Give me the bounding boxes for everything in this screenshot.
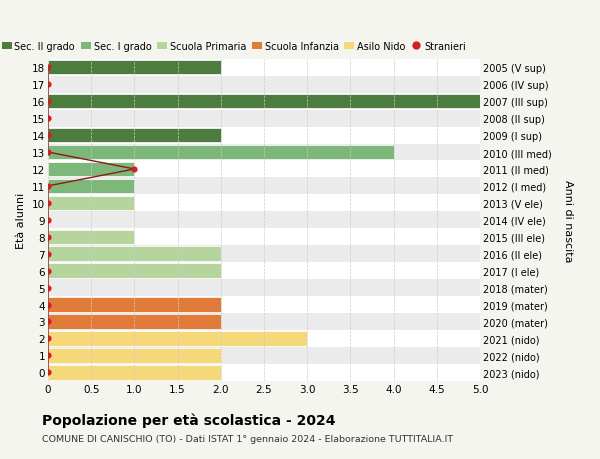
Bar [48, 195, 480, 212]
Bar [48, 364, 480, 381]
Point [43, 132, 53, 140]
Bar [48, 61, 221, 75]
Point [130, 166, 139, 173]
Point [43, 352, 53, 359]
Bar [48, 230, 134, 244]
Bar [48, 297, 480, 313]
Bar [48, 129, 221, 143]
Bar [48, 212, 480, 229]
Bar [48, 196, 134, 211]
Point [43, 284, 53, 291]
Bar [48, 280, 480, 297]
Point [43, 64, 53, 72]
Text: COMUNE DI CANISCHIO (TO) - Dati ISTAT 1° gennaio 2024 - Elaborazione TUTTITALIA.: COMUNE DI CANISCHIO (TO) - Dati ISTAT 1°… [42, 434, 453, 443]
Bar [48, 263, 480, 280]
Bar [48, 347, 480, 364]
Bar [48, 348, 221, 363]
Point [43, 268, 53, 275]
Bar [48, 146, 394, 160]
Point [43, 217, 53, 224]
Text: Popolazione per età scolastica - 2024: Popolazione per età scolastica - 2024 [42, 413, 335, 428]
Y-axis label: Anni di nascita: Anni di nascita [563, 179, 572, 262]
Bar [48, 94, 480, 111]
Bar [48, 313, 480, 330]
Point [43, 200, 53, 207]
Point [43, 81, 53, 89]
Bar [48, 178, 480, 195]
Point [43, 234, 53, 241]
Bar [48, 298, 221, 312]
Point [43, 115, 53, 123]
Bar [48, 247, 221, 261]
Point [43, 301, 53, 308]
Point [43, 369, 53, 376]
Bar [48, 111, 480, 127]
Bar [48, 365, 221, 380]
Bar [48, 314, 221, 329]
Bar [48, 330, 480, 347]
Point [43, 98, 53, 106]
Bar [48, 144, 480, 161]
Point [43, 149, 53, 157]
Point [43, 251, 53, 258]
Y-axis label: Età alunni: Età alunni [16, 192, 26, 248]
Bar [48, 60, 480, 77]
Bar [48, 246, 480, 263]
Bar [48, 179, 134, 194]
Bar [48, 161, 480, 178]
Bar [48, 162, 134, 177]
Bar [48, 77, 480, 94]
Point [43, 318, 53, 325]
Bar [48, 331, 307, 346]
Point [43, 335, 53, 342]
Bar [48, 264, 221, 278]
Bar [48, 127, 480, 144]
Bar [48, 95, 480, 109]
Bar [48, 229, 480, 246]
Point [43, 183, 53, 190]
Legend: Sec. II grado, Sec. I grado, Scuola Primaria, Scuola Infanzia, Asilo Nido, Stran: Sec. II grado, Sec. I grado, Scuola Prim… [2, 42, 466, 51]
